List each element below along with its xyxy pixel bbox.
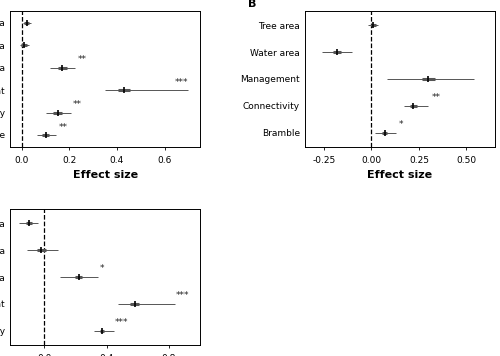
Text: *: * [399, 120, 404, 129]
Text: ***: *** [115, 318, 128, 326]
Text: **: ** [78, 56, 87, 64]
Text: **: ** [432, 93, 440, 102]
Text: **: ** [73, 100, 82, 109]
Text: **: ** [58, 122, 68, 132]
Text: ***: *** [175, 78, 188, 87]
Text: B: B [248, 0, 256, 9]
Text: *: * [100, 264, 104, 273]
X-axis label: Effect size: Effect size [368, 170, 432, 180]
Text: ***: *** [176, 291, 190, 300]
X-axis label: Effect size: Effect size [72, 170, 138, 180]
